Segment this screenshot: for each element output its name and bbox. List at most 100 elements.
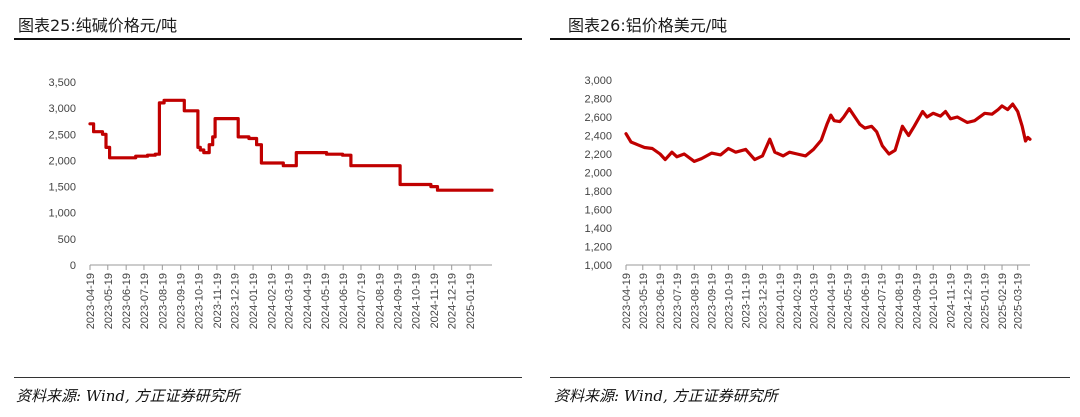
x-tick-label: 2024-04-19 [826, 273, 838, 329]
svg-text:2,000: 2,000 [48, 155, 76, 167]
svg-text:2024-12-19: 2024-12-19 [447, 273, 459, 329]
svg-text:2023-05-19: 2023-05-19 [638, 273, 650, 329]
svg-text:2025-02-19: 2025-02-19 [997, 273, 1009, 329]
x-tick-label: 2023-11-19 [741, 273, 753, 328]
svg-text:2024-12-19: 2024-12-19 [962, 273, 974, 329]
x-tick-label: 2024-08-19 [894, 273, 906, 329]
x-tick-label: 2025-03-19 [1013, 273, 1025, 329]
svg-text:2023-08-19: 2023-08-19 [689, 273, 701, 329]
svg-text:2,200: 2,200 [584, 149, 612, 161]
svg-text:3,500: 3,500 [48, 77, 76, 89]
svg-text:2023-10-19: 2023-10-19 [723, 273, 735, 329]
source-rule [550, 377, 1070, 378]
svg-text:2024-02-19: 2024-02-19 [792, 273, 804, 329]
title-rule [550, 38, 1070, 40]
svg-text:1,600: 1,600 [584, 205, 612, 217]
x-tick-label: 2023-05-19 [103, 273, 115, 329]
y-tick-label: 1,600 [584, 205, 612, 217]
svg-text:500: 500 [58, 234, 76, 246]
y-tick-label: 1,000 [48, 208, 76, 220]
svg-text:2023-11-19: 2023-11-19 [212, 273, 224, 328]
svg-text:2024-08-19: 2024-08-19 [374, 273, 386, 329]
y-tick-label: 1,500 [48, 182, 76, 194]
x-tick-label: 2024-03-19 [284, 273, 296, 329]
x-tick-label: 2025-01-19 [980, 273, 992, 329]
x-tick-label: 2025-01-19 [465, 273, 477, 329]
svg-text:2025-01-19: 2025-01-19 [980, 273, 992, 329]
y-tick-label: 3,000 [584, 75, 612, 87]
svg-text:2024-06-19: 2024-06-19 [860, 273, 872, 329]
x-tick-label: 2023-09-19 [176, 273, 188, 329]
y-tick-label: 2,500 [48, 129, 76, 141]
svg-text:2023-08-19: 2023-08-19 [157, 273, 169, 329]
svg-text:0: 0 [70, 260, 76, 272]
svg-text:2023-07-19: 2023-07-19 [139, 273, 151, 329]
svg-text:2023-04-19: 2023-04-19 [621, 273, 633, 329]
x-tick-label: 2023-08-19 [689, 273, 701, 329]
svg-text:2023-07-19: 2023-07-19 [672, 273, 684, 329]
svg-text:1,500: 1,500 [48, 182, 76, 194]
x-tick-label: 2024-09-19 [911, 273, 923, 329]
x-tick-label: 2024-07-19 [877, 273, 889, 329]
svg-text:2023-12-19: 2023-12-19 [758, 273, 770, 329]
x-tick-label: 2023-10-19 [723, 273, 735, 329]
x-tick-label: 2023-09-19 [707, 273, 719, 329]
svg-text:2024-07-19: 2024-07-19 [877, 273, 889, 329]
svg-text:2,500: 2,500 [48, 129, 76, 141]
svg-text:1,200: 1,200 [584, 242, 612, 254]
svg-text:2023-06-19: 2023-06-19 [121, 273, 133, 329]
x-tick-label: 2023-04-19 [85, 273, 97, 329]
svg-text:2,000: 2,000 [584, 168, 612, 180]
svg-text:2023-04-19: 2023-04-19 [85, 273, 97, 329]
x-tick-label: 2023-11-19 [212, 273, 224, 328]
svg-text:2025-03-19: 2025-03-19 [1013, 273, 1025, 329]
svg-text:2023-09-19: 2023-09-19 [707, 273, 719, 329]
svg-text:2023-12-19: 2023-12-19 [230, 273, 242, 329]
svg-text:2024-04-19: 2024-04-19 [826, 273, 838, 329]
y-tick-label: 1,000 [584, 260, 612, 272]
x-tick-label: 2025-02-19 [997, 273, 1009, 329]
y-tick-label: 2,000 [48, 155, 76, 167]
svg-text:2024-11-19: 2024-11-19 [946, 273, 958, 328]
svg-text:2024-01-19: 2024-01-19 [248, 273, 260, 329]
x-tick-label: 2023-05-19 [638, 273, 650, 329]
x-tick-label: 2023-06-19 [121, 273, 133, 329]
x-tick-label: 2024-10-19 [411, 273, 423, 329]
x-tick-label: 2024-02-19 [792, 273, 804, 329]
svg-text:1,000: 1,000 [584, 260, 612, 272]
series-line [88, 98, 494, 192]
svg-text:2024-02-19: 2024-02-19 [266, 273, 278, 329]
chart-title: 图表26:铝价格美元/吨 [568, 16, 728, 35]
svg-text:2024-09-19: 2024-09-19 [911, 273, 923, 329]
x-tick-label: 2023-07-19 [139, 273, 151, 329]
source-rule [14, 377, 522, 378]
svg-text:1,000: 1,000 [48, 208, 76, 220]
y-tick-label: 2,600 [584, 112, 612, 124]
x-tick-label: 2024-05-19 [843, 273, 855, 329]
x-tick-label: 2024-07-19 [356, 273, 368, 329]
y-tick-label: 500 [58, 234, 76, 246]
svg-text:2023-06-19: 2023-06-19 [655, 273, 667, 329]
svg-text:2,800: 2,800 [584, 94, 612, 106]
aluminum-line-chart: 1,000 1,200 1,400 1,600 1,800 2,000 2,200 2,400… [584, 75, 1032, 329]
x-tick-label: 2024-04-19 [302, 273, 314, 329]
y-tick-label: 2,400 [584, 131, 612, 143]
svg-text:2024-06-19: 2024-06-19 [338, 273, 350, 329]
x-tick-label: 2024-05-19 [320, 273, 332, 329]
y-tick-label: 3,000 [48, 103, 76, 115]
title-rule [14, 38, 522, 40]
svg-text:1,400: 1,400 [584, 223, 612, 235]
x-tick-label: 2024-08-19 [374, 273, 386, 329]
x-tick-label: 2023-06-19 [655, 273, 667, 329]
svg-text:2024-08-19: 2024-08-19 [894, 273, 906, 329]
y-tick-label: 2,000 [584, 168, 612, 180]
y-tick-label: 2,200 [584, 149, 612, 161]
series-line [624, 102, 1032, 164]
svg-text:2024-03-19: 2024-03-19 [808, 273, 820, 329]
svg-text:3,000: 3,000 [584, 75, 612, 87]
svg-text:2024-10-19: 2024-10-19 [928, 273, 940, 329]
svg-text:2023-10-19: 2023-10-19 [194, 273, 206, 329]
x-tick-label: 2024-12-19 [962, 273, 974, 329]
svg-text:2,600: 2,600 [584, 112, 612, 124]
x-tick-label: 2024-06-19 [338, 273, 350, 329]
